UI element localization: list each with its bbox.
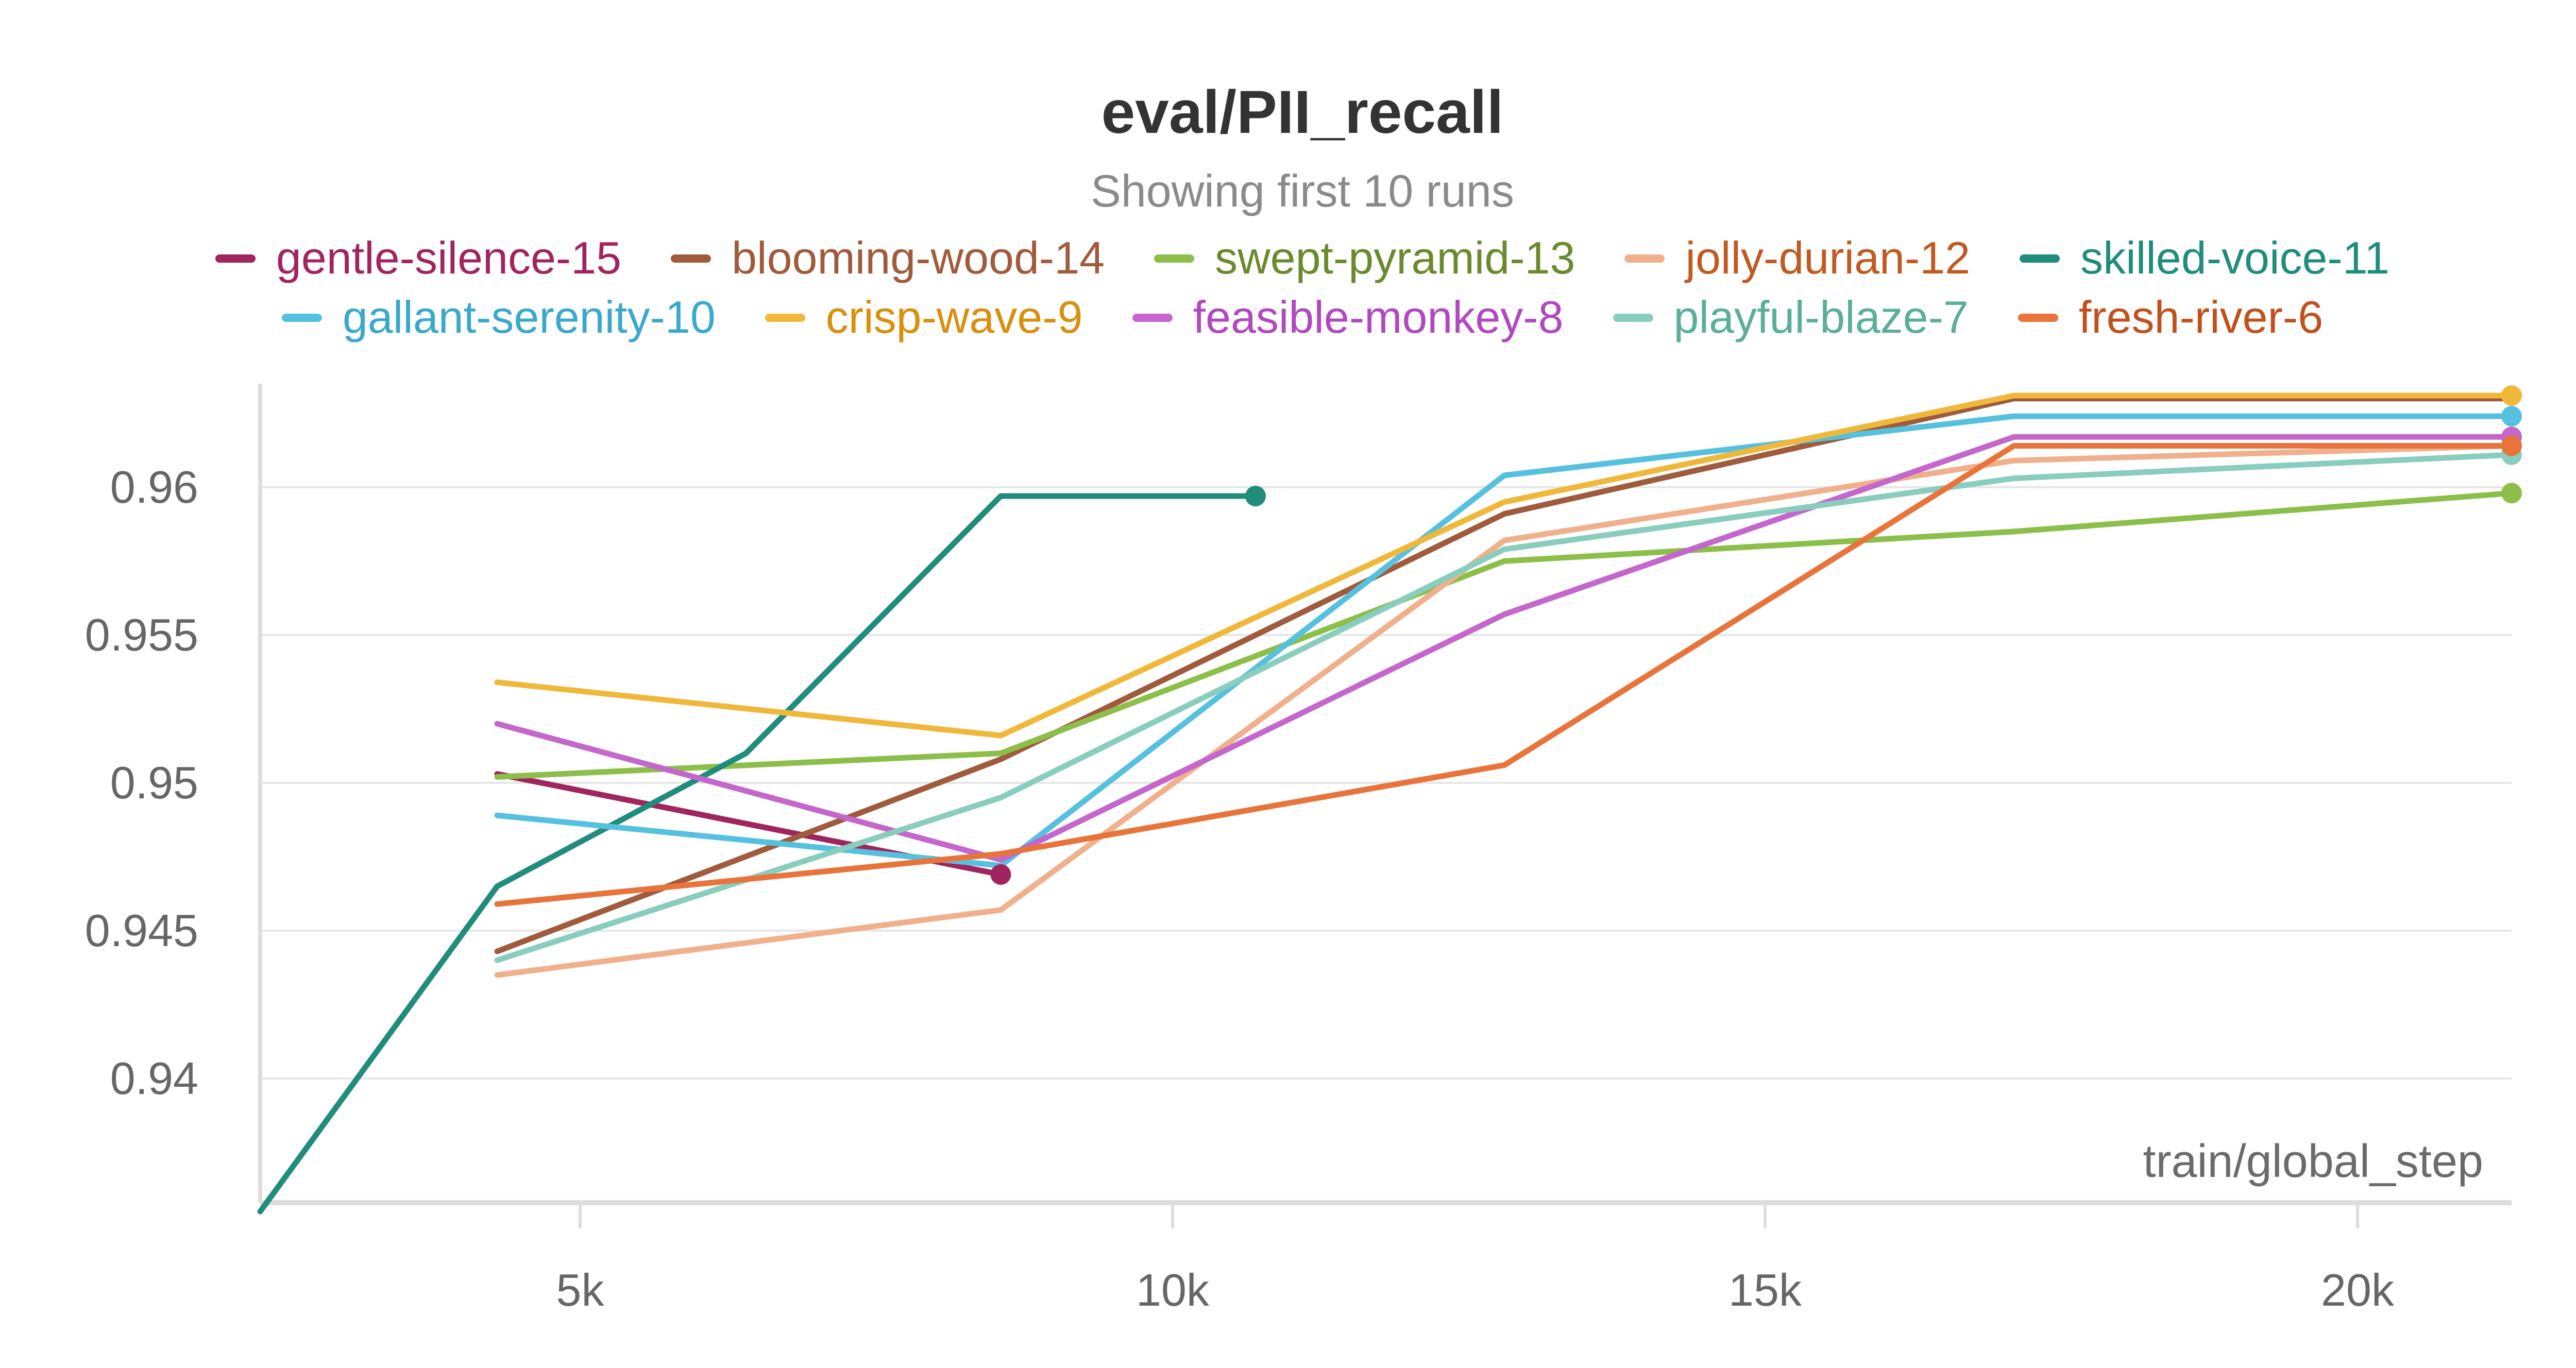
legend-label: playful-blaze-7 <box>1673 292 1969 343</box>
legend-item[interactable]: crisp-wave-9 <box>765 291 1083 344</box>
legend-item[interactable]: gallant-serenity-10 <box>281 291 716 344</box>
x-tick-label: 10k <box>1136 1264 1210 1315</box>
legend-swatch <box>1613 313 1653 322</box>
end-markers <box>990 385 2522 885</box>
legend-item[interactable]: fresh-river-6 <box>2018 291 2323 344</box>
tick-labels: 0.94 0.945 0.95 0.955 0.96 5k 10k 15k 20k <box>85 461 2395 1315</box>
legend-swatch <box>281 313 322 322</box>
legend-label: gallant-serenity-10 <box>342 292 716 343</box>
legend-item[interactable]: gentle-silence-15 <box>215 232 621 284</box>
legend-swatch <box>765 313 805 322</box>
end-marker-skilled-voice-11 <box>1245 486 1266 507</box>
x-tick-label: 15k <box>1728 1264 1802 1315</box>
series-lines <box>257 392 2515 1215</box>
end-marker-gallant-serenity-10 <box>2501 406 2522 427</box>
axes <box>258 384 2512 1228</box>
end-marker-swept-pyramid-13 <box>2501 483 2522 504</box>
y-tick-label: 0.945 <box>85 905 198 956</box>
legend-item[interactable]: swept-pyramid-13 <box>1154 232 1575 284</box>
legend-item[interactable]: blooming-wood-14 <box>671 232 1105 284</box>
chart-title: eval/PII_recall <box>1101 78 1504 146</box>
legend-swatch <box>215 254 256 263</box>
y-tick-label: 0.95 <box>110 757 198 808</box>
legend-row-1: gentle-silence-15 blooming-wood-14 swept-p… <box>0 232 2576 284</box>
legend-item[interactable]: feasible-monkey-8 <box>1132 291 1564 344</box>
series-line-swept-pyramid-13 <box>494 490 2515 780</box>
legend-label: skilled-voice-11 <box>2080 232 2390 283</box>
end-marker-gentle-silence-15 <box>990 864 1011 885</box>
grid-lines <box>260 486 2512 1080</box>
legend-swatch <box>1154 254 1195 263</box>
legend-label: jolly-durian-12 <box>1685 232 1971 283</box>
legend-item[interactable]: skilled-voice-11 <box>2020 232 2389 284</box>
legend-label: blooming-wood-14 <box>732 232 1105 283</box>
legend-label: crisp-wave-9 <box>825 292 1083 343</box>
chart-subtitle: Showing first 10 runs <box>1091 165 1514 216</box>
legend-label: feasible-monkey-8 <box>1193 292 1564 343</box>
series-line-feasible-monkey-8 <box>494 434 2515 863</box>
legend-swatch <box>2018 313 2058 322</box>
end-marker-fresh-river-6 <box>2501 435 2522 456</box>
legend-swatch <box>2020 254 2060 263</box>
end-marker-crisp-wave-9 <box>2501 385 2522 406</box>
x-tick-label: 5k <box>556 1264 605 1315</box>
legend-row-2: gallant-serenity-10 crisp-wave-9 feasible-… <box>0 291 2576 344</box>
series-line-playful-blaze-7 <box>494 452 2515 963</box>
legend-item[interactable]: playful-blaze-7 <box>1613 291 1969 344</box>
legend-swatch <box>1132 313 1173 322</box>
series-line-jolly-durian-12 <box>494 443 2515 978</box>
legend-swatch <box>671 254 711 263</box>
legend-label: gentle-silence-15 <box>276 232 622 283</box>
legend-swatch <box>1624 254 1665 263</box>
y-tick-label: 0.94 <box>110 1053 198 1104</box>
series-line-fresh-river-6 <box>494 443 2515 907</box>
y-tick-label: 0.96 <box>110 461 198 512</box>
series-line-blooming-wood-14 <box>494 396 2515 954</box>
series-line-gallant-serenity-10 <box>494 413 2515 869</box>
legend-label: fresh-river-6 <box>2078 292 2324 343</box>
series-line-crisp-wave-9 <box>494 392 2515 739</box>
legend-label: swept-pyramid-13 <box>1215 232 1575 283</box>
series-line-skilled-voice-11 <box>257 493 1259 1215</box>
y-tick-label: 0.955 <box>85 609 198 660</box>
legend-item[interactable]: jolly-durian-12 <box>1624 232 1970 284</box>
x-axis-title: train/global_step <box>2143 1136 2483 1187</box>
x-tick-label: 20k <box>2321 1264 2395 1315</box>
